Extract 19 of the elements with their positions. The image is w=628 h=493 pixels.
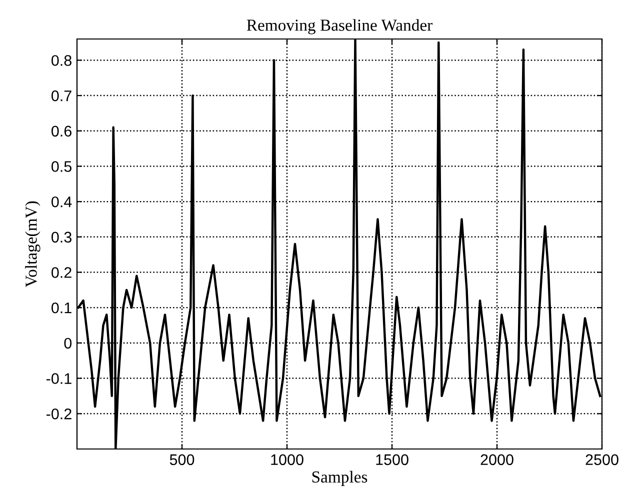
x-tick-label: 2500: [586, 454, 618, 466]
y-tick-label: 0.7: [52, 90, 72, 102]
x-axis-title: Samples: [312, 470, 368, 486]
y-tick-label: 0.1: [52, 302, 72, 314]
x-tick-label: 1000: [271, 454, 304, 466]
y-tick-label: -0.1: [46, 373, 72, 384]
x-tick-label: 500: [170, 454, 194, 466]
chart-title: Removing Baseline Wander: [246, 19, 432, 34]
y-tick-label: 0: [64, 338, 72, 349]
y-tick-label: 0.3: [52, 232, 72, 243]
x-tick-label: 2000: [480, 454, 514, 466]
y-tick-label: 0.4: [52, 196, 72, 208]
y-tick-label: 0.8: [52, 55, 72, 66]
y-tick-label: 0.2: [52, 267, 72, 278]
x-tick-label: 1500: [376, 454, 408, 466]
y-axis-title: Voltage(mV): [25, 201, 40, 288]
y-tick-label: 0.6: [52, 126, 72, 137]
y-tick-label: -0.2: [46, 408, 72, 420]
y-tick-label: 0.5: [52, 161, 72, 172]
